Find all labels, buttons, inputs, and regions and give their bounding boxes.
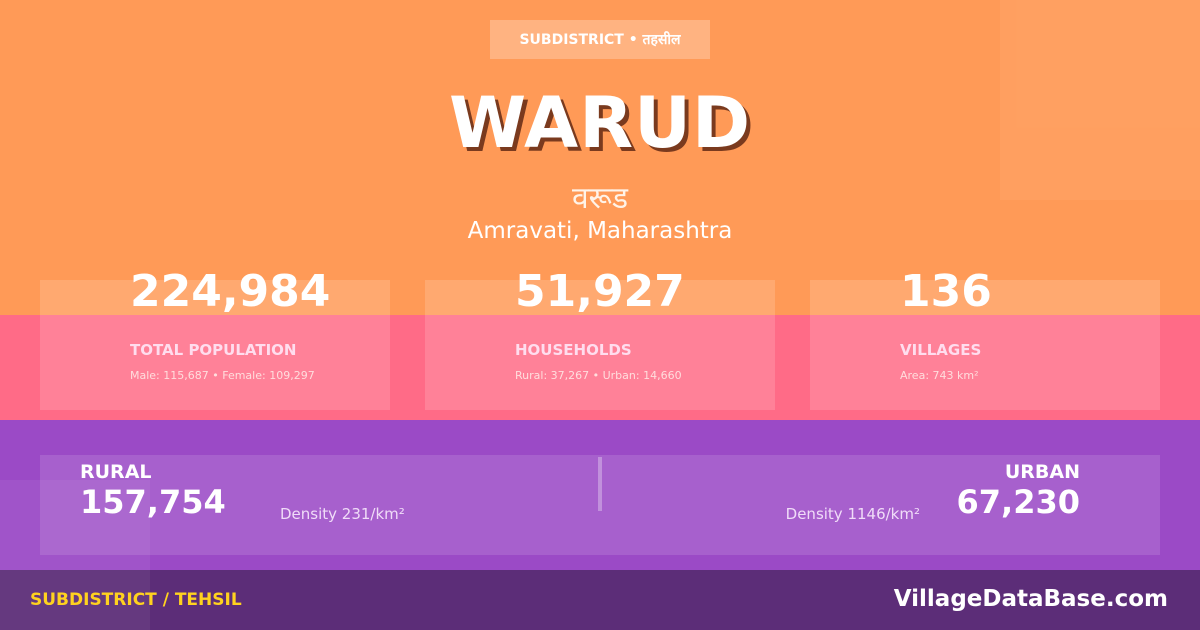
urban-label: URBAN	[1004, 461, 1080, 483]
header-band	[0, 0, 1200, 315]
urban-value: 67,230	[956, 483, 1080, 521]
page-title: WARUD	[448, 82, 752, 164]
stat-label: HOUSEHOLDS	[515, 341, 632, 359]
divider	[598, 457, 602, 511]
stat-sub: Rural: 37,267 • Urban: 14,660	[515, 369, 682, 382]
rural-urban-panel: RURAL 157,754 Density 231/km² URBAN 67,2…	[40, 455, 1160, 555]
stat-value: 224,984	[130, 266, 331, 317]
rural-value: 157,754	[80, 483, 226, 521]
footer-band	[0, 570, 1200, 630]
type-badge: SUBDISTRICT • तहसील	[490, 20, 710, 59]
decorative-square	[1000, 0, 1200, 200]
decorative-square	[0, 480, 150, 630]
stats-band	[0, 315, 1200, 420]
site-brand-link[interactable]: VillageDataBase.com	[893, 586, 1168, 612]
stat-label: VILLAGES	[900, 341, 982, 359]
native-name: वरूड	[571, 181, 629, 216]
footer-category: SUBDISTRICT / TEHSIL	[30, 590, 242, 610]
split-band	[0, 420, 1200, 570]
stat-value: 51,927	[515, 266, 685, 317]
urban-density: Density 1146/km²	[785, 505, 920, 523]
stat-card-villages: 136 VILLAGES Area: 743 km²	[810, 266, 1160, 410]
location: Amravati, Maharashtra	[467, 218, 733, 244]
stat-card-population: 224,984 TOTAL POPULATION Male: 115,687 •…	[40, 266, 390, 410]
rural-label: RURAL	[80, 461, 152, 483]
stat-sub: Area: 743 km²	[900, 369, 979, 382]
rural-density: Density 231/km²	[280, 505, 405, 523]
stat-sub: Male: 115,687 • Female: 109,297	[130, 369, 315, 382]
stat-value: 136	[900, 266, 992, 317]
stat-card-households: 51,927 HOUSEHOLDS Rural: 37,267 • Urban:…	[425, 266, 775, 410]
stat-label: TOTAL POPULATION	[130, 341, 297, 359]
